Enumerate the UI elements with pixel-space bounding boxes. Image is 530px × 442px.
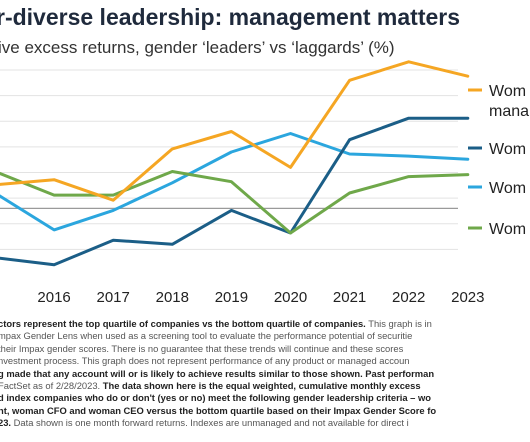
series-line-1 [0,116,470,267]
x-tick-label: 2017 [97,289,130,306]
chart-title: r-diverse leadership: management matters [0,4,461,30]
footnote-line: their Impax gender scores. There is no g… [0,342,404,354]
chart-subtitle: ive excess returns, gender ‘leaders’ vs … [0,38,395,57]
legend: Wom mana Wom Wom Wom [468,83,529,238]
x-tick-label: 2022 [392,289,425,306]
x-tick-label: 2023 [451,289,484,306]
x-tick-label: 2020 [274,289,307,306]
footnote: ctors represent the top quartile of comp… [0,318,530,430]
series-line-3 [0,170,470,235]
legend-label: Wom [489,141,526,158]
x-tick-label: 2021 [333,289,366,306]
footnote-line: 23. Data shown is one month forward retu… [0,417,409,429]
footnote-line: d index companies who do or don't (yes o… [0,392,432,404]
footnote-line: nvestment process. This graph does not r… [0,355,410,367]
x-tick-label: 2019 [215,289,248,306]
series-layer [0,60,470,267]
footnote-line: nt, woman CFO and woman CEO versus the b… [0,404,437,416]
grid [0,69,458,250]
footnote-line: mpax Gender Lens when used as a screenin… [0,330,413,342]
series-line-2 [0,132,470,232]
x-axis-ticks: 2016 2017 2018 2019 2020 2021 2022 2023 [37,289,484,306]
legend-label: mana [489,103,529,120]
line-chart: 2016 2017 2018 2019 2020 2021 2022 2023 Wom mana… [0,60,529,306]
x-tick-label: 2018 [156,289,189,306]
footnote-line: g made that any account will or is likel… [0,367,435,379]
x-tick-label: 2016 [37,289,70,306]
legend-label: Wom [489,180,526,197]
footnote-line: ctors represent the top quartile of comp… [0,318,432,329]
series-line-0 [0,60,470,202]
legend-label: Wom [489,83,526,100]
footnote-line: FactSet as of 2/28/2023. The data shown … [0,380,421,392]
legend-label: Wom [489,221,526,238]
